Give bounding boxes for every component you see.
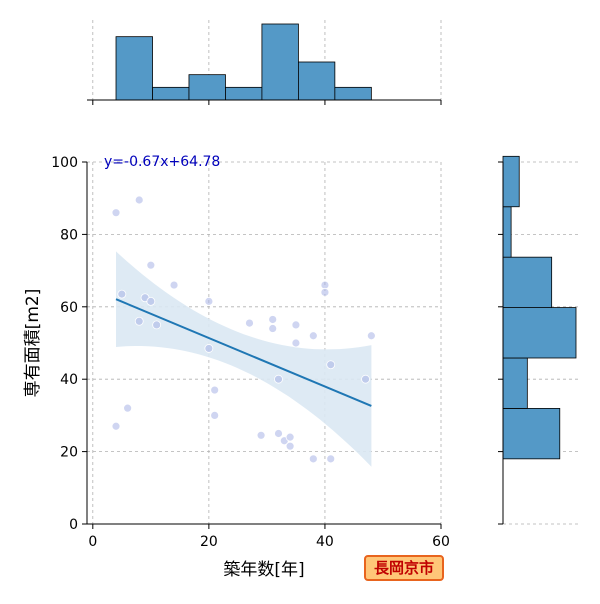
x-hist-bar <box>261 23 299 101</box>
y-tick-label: 20 <box>60 445 78 461</box>
y-hist-bar <box>502 256 553 308</box>
data-point <box>204 344 214 353</box>
data-point <box>326 360 336 370</box>
confidence-band <box>116 251 372 467</box>
data-point <box>268 315 278 324</box>
data-point <box>210 385 220 395</box>
data-point <box>117 289 127 299</box>
data-point <box>274 429 283 438</box>
data-point <box>285 441 295 451</box>
x-tick-label: 0 <box>88 534 97 550</box>
regression-equation: y=-0.67x+64.78 <box>104 154 220 170</box>
data-point <box>169 280 179 290</box>
y-hist-bar <box>502 155 520 208</box>
data-point <box>366 331 376 341</box>
data-point <box>210 410 220 420</box>
data-point <box>274 374 283 384</box>
y-tick-label: 40 <box>60 372 78 388</box>
data-point <box>146 296 156 306</box>
data-point <box>123 403 133 413</box>
axes <box>82 99 504 529</box>
data-point <box>291 320 301 330</box>
x-axis-label: 築年数[年] <box>223 560 304 580</box>
y-hist-bar <box>502 408 561 460</box>
data-point <box>152 320 162 330</box>
city-badge: 長岡京市 <box>364 555 444 581</box>
scatter-points <box>111 195 376 464</box>
x-hist-bar <box>188 74 226 101</box>
x-hist-bar <box>298 61 336 101</box>
data-point <box>268 324 278 333</box>
y-tick-label: 0 <box>69 517 78 533</box>
data-point <box>256 430 266 440</box>
x-hist-bar <box>225 86 263 101</box>
data-point <box>111 208 121 218</box>
x-tick-label: 20 <box>200 534 218 550</box>
y-hist-bar <box>502 206 512 258</box>
data-point <box>204 296 214 306</box>
x-tick-label: 60 <box>432 534 450 550</box>
data-point <box>308 454 318 464</box>
data-point <box>285 432 295 442</box>
data-point <box>326 454 336 464</box>
y-tick-label: 80 <box>60 227 78 243</box>
y-hist-bar <box>502 357 528 409</box>
y-tick-label: 100 <box>51 155 78 171</box>
x-hist-bar <box>115 36 153 101</box>
x-hist-bar <box>334 86 372 101</box>
tick-labels: 0 20 40 60 0 20 40 60 80 100 <box>51 155 450 550</box>
data-point <box>291 338 301 348</box>
data-point <box>134 316 144 326</box>
y-tick-label: 60 <box>60 300 78 316</box>
x-hist-bar <box>152 86 190 101</box>
y-hist-bar <box>502 307 577 359</box>
y-axis-label: 専有面積[m2] <box>23 289 43 398</box>
data-point <box>308 331 318 341</box>
data-point <box>320 287 330 297</box>
data-point <box>245 318 254 328</box>
data-point <box>146 260 156 270</box>
data-point <box>361 374 370 384</box>
data-point <box>111 421 121 431</box>
x-tick-label: 40 <box>316 534 334 550</box>
x-histogram-bars <box>115 23 372 101</box>
regression-line <box>115 298 372 407</box>
data-point <box>134 195 144 205</box>
y-histogram-bars <box>502 155 577 460</box>
data-point <box>320 280 330 290</box>
